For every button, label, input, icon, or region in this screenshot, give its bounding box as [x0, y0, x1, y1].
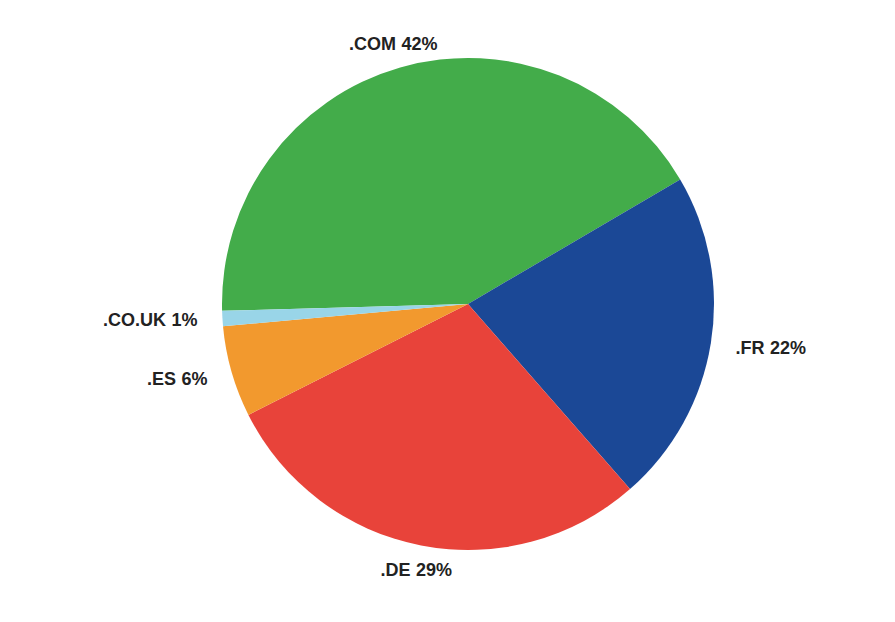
data-label: .CO.UK1% — [103, 310, 197, 330]
slice-value: 1% — [171, 310, 197, 330]
data-labels: .COM42% .FR22% .DE29% .ES6% .CO.UK1% — [103, 34, 806, 581]
slice-category: .ES — [147, 369, 176, 389]
slice-category: .FR — [736, 338, 765, 358]
slice-value: 29% — [416, 560, 452, 580]
chart: .COM42% .FR22% .DE29% .ES6% .CO.UK1% — [0, 0, 895, 622]
slice-category: .DE — [381, 560, 411, 580]
data-label: .FR22% — [736, 338, 806, 358]
slice-category: .CO.UK — [103, 310, 166, 330]
data-label: .DE29% — [381, 560, 452, 580]
data-label: .ES6% — [147, 369, 207, 389]
pie-slice — [223, 304, 468, 415]
pie-slice — [222, 304, 468, 326]
slice-category: .COM — [349, 34, 396, 54]
slice-value: 22% — [770, 338, 806, 358]
data-label: .COM42% — [349, 34, 437, 54]
pie — [222, 58, 714, 550]
slice-value: 6% — [181, 369, 207, 389]
slice-value: 42% — [401, 34, 437, 54]
